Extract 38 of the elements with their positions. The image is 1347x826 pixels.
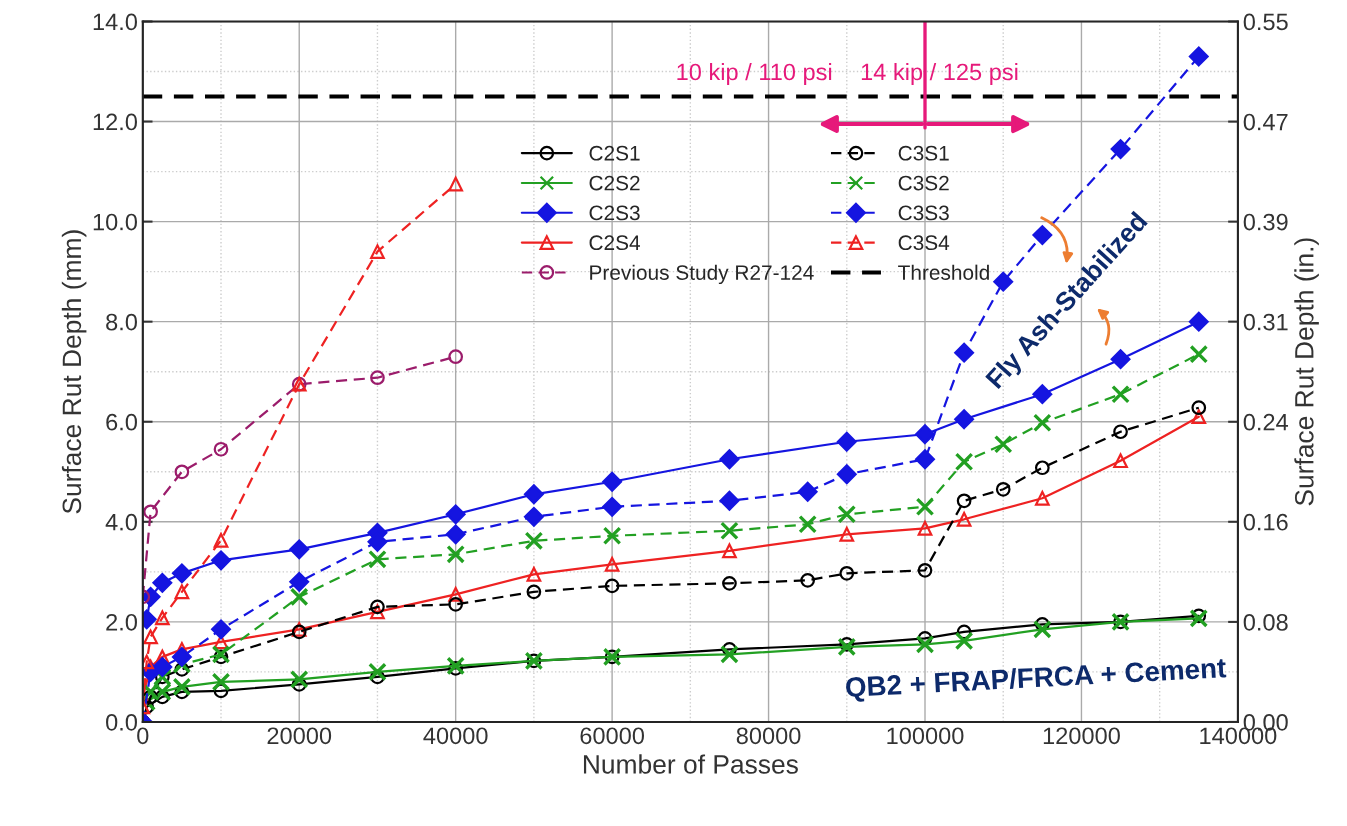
- y-tick-label: 2.0: [106, 613, 137, 631]
- y-tick-label: 4.0: [105, 513, 137, 531]
- x-tick-label: 0: [137, 727, 149, 745]
- legend-label: C3S1: [898, 145, 949, 161]
- legend-label: Previous Study R27-124: [590, 264, 814, 285]
- x-tick-label: 120000: [1043, 727, 1120, 745]
- annotation: QB2 + FRAP/FRCA + Cement: [845, 657, 1227, 703]
- x-tick-label: 60000: [580, 727, 645, 745]
- y-tick-label: 12.0: [93, 113, 137, 131]
- y2-tick-label: 0.08: [1243, 613, 1288, 631]
- legend-label: C3S4: [898, 235, 950, 251]
- legend-label: C2S1: [589, 145, 640, 161]
- y2-tick-label: 0.16: [1243, 513, 1288, 531]
- x-axis-title: Number of Passes: [583, 754, 798, 774]
- legend-label: C3S3: [898, 205, 949, 221]
- y-axis-title: Surface Rut Depth (mm): [61, 230, 87, 514]
- legend-label: C2S2: [589, 175, 640, 191]
- annotation: 14 kip / 125 psi: [861, 63, 1018, 86]
- annotation: 10 kip / 110 psi: [677, 63, 832, 86]
- y2-tick-label: 0.55: [1243, 13, 1288, 31]
- y2-tick-label: 0.39: [1243, 213, 1288, 231]
- x-tick-label: 80000: [736, 727, 801, 745]
- y-tick-label: 10.0: [93, 213, 137, 231]
- legend-label: Threshold: [898, 264, 989, 280]
- x-tick-label: 100000: [887, 727, 964, 745]
- y-tick-label: 8.0: [106, 313, 137, 331]
- y2-tick-label: 0.24: [1243, 413, 1289, 431]
- legend-label: C3S2: [898, 175, 949, 191]
- y2-tick-label: 0.47: [1243, 113, 1288, 131]
- x-tick-label: 40000: [423, 727, 488, 745]
- y-tick-label: 14.0: [93, 13, 137, 31]
- legend-label: C2S3: [589, 205, 640, 221]
- y-tick-label: 0.0: [106, 713, 137, 731]
- y2-axis-title: Surface Rut Depth (in.): [1294, 238, 1319, 506]
- y-tick-label: 6.0: [106, 413, 137, 431]
- y2-tick-label: 0.31: [1243, 313, 1288, 331]
- legend-label: C2S4: [589, 235, 640, 251]
- x-tick-label: 20000: [267, 727, 332, 745]
